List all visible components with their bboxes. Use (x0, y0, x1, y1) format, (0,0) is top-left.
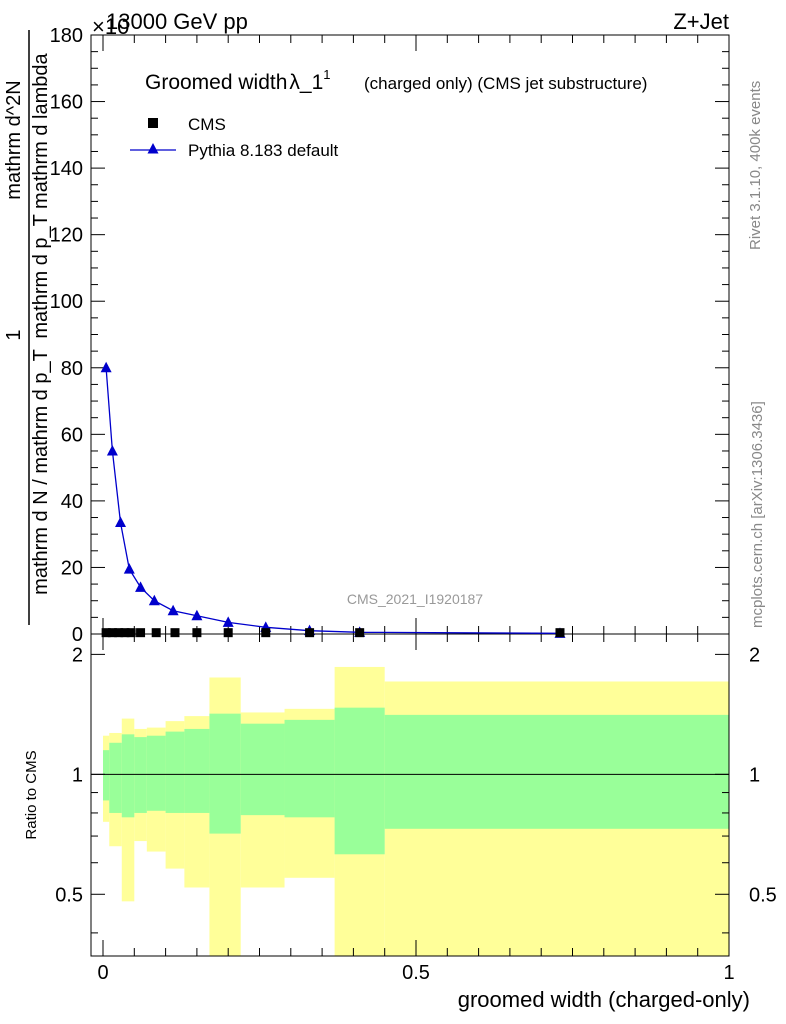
ratio-axis-ticks: 0.5 0.5 1 1 2 2 0 0.5 1 (55, 634, 777, 984)
green-band-6 (184, 728, 210, 813)
cms-point (114, 628, 124, 638)
main-plot-frame (90, 34, 730, 635)
ylabel-frac2-denominator: mathrm d p_T mathrm d lambda (30, 52, 52, 338)
pythia-point (123, 563, 135, 574)
green-band-8 (240, 723, 285, 816)
green-band-2 (121, 734, 135, 818)
green-band-9 (284, 719, 335, 818)
mcplots-label: mcplots.cern.ch [arXiv:1306.3436] (749, 401, 766, 628)
cms-point (136, 628, 146, 638)
energy-label: 13000 GeV pp (106, 9, 248, 34)
ytick-label: 60 (61, 424, 83, 446)
xtick-label: 0 (97, 962, 108, 984)
pythia-point (135, 581, 147, 592)
green-band-3 (134, 737, 147, 813)
pythia-line (105, 367, 561, 634)
cms-point (223, 628, 233, 638)
ylabel-numerator: 1 (3, 329, 25, 340)
pythia-point (222, 616, 234, 627)
ytick-label: 40 (61, 491, 83, 513)
ytick-label: 180 (50, 25, 83, 47)
cms-point (101, 628, 111, 638)
ylabel-denominator: mathrm d N / mathrm d p_T (30, 349, 52, 595)
green-band-10 (334, 707, 385, 855)
cms-point (555, 628, 565, 638)
ratio-ytick-label: 0.5 (55, 884, 83, 906)
ytick-label: 120 (50, 225, 83, 247)
green-band-7 (209, 713, 241, 834)
cms-point (170, 628, 180, 638)
main-series (100, 361, 566, 638)
ratio-ytick-label-right: 1 (749, 764, 760, 786)
ytick-label: 140 (50, 158, 83, 180)
ratio-ytick-label-right: 2 (749, 644, 760, 666)
green-band-0 (103, 750, 110, 801)
ratio-bands (91, 666, 729, 956)
ratio-ytick-label-right: 0.5 (749, 884, 777, 906)
cms-point (126, 628, 136, 638)
ytick-label: 80 (61, 358, 83, 380)
cms-point (355, 628, 365, 638)
green-band-4 (146, 735, 166, 811)
ytick-label: 160 (50, 92, 83, 114)
analysis-watermark: CMS_2021_I1920187 (347, 591, 483, 607)
green-band-1 (109, 742, 122, 813)
legend-cms-marker (148, 118, 158, 128)
main-ylabel: 1 mathrm d N / mathrm d p_T mathrm d^2N … (3, 30, 52, 625)
pythia-point (115, 516, 127, 528)
x-axis-label: groomed width (charged-only) (458, 987, 750, 1012)
pythia-point (191, 609, 203, 621)
rivet-label: Rivet 3.1.10, 400k events (747, 81, 764, 250)
green-band-5 (165, 731, 185, 813)
green-band-11 (384, 714, 729, 829)
process-label: Z+Jet (673, 9, 729, 34)
main-axis-ticks: 0 20 40 60 80 100 120 140 160 180 (50, 25, 730, 646)
chart-title: Groomed widthλ_11 (145, 67, 331, 94)
pythia-point (106, 444, 118, 456)
legend-pythia-marker (147, 143, 159, 154)
cms-point (261, 628, 271, 638)
ratio-ytick-label: 2 (72, 644, 83, 666)
cms-point (120, 628, 130, 638)
ratio-ytick-label: 1 (72, 764, 83, 786)
cms-point (192, 628, 202, 638)
legend-cms-label: CMS (188, 115, 226, 134)
ytick-label: 0 (72, 624, 83, 646)
ratio-ylabel: Ratio to CMS (23, 750, 40, 839)
pythia-point (100, 361, 112, 373)
xtick-label: 0.5 (402, 962, 430, 984)
xtick-label: 1 (723, 962, 734, 984)
ratio-plot-frame (90, 633, 730, 957)
cms-point (107, 628, 117, 638)
cms-point (151, 628, 161, 638)
multiplier-label: ×10 (92, 14, 129, 39)
ylabel-frac2-numerator: mathrm d^2N (3, 80, 25, 199)
pythia-point (167, 604, 179, 616)
pythia-point (148, 594, 160, 606)
chart-subtitle: (charged only) (CMS jet substructure) (364, 74, 647, 93)
legend-pythia-label: Pythia 8.183 default (188, 141, 339, 160)
ytick-label: 100 (50, 291, 83, 313)
cms-point (305, 628, 315, 638)
ytick-label: 20 (61, 557, 83, 579)
